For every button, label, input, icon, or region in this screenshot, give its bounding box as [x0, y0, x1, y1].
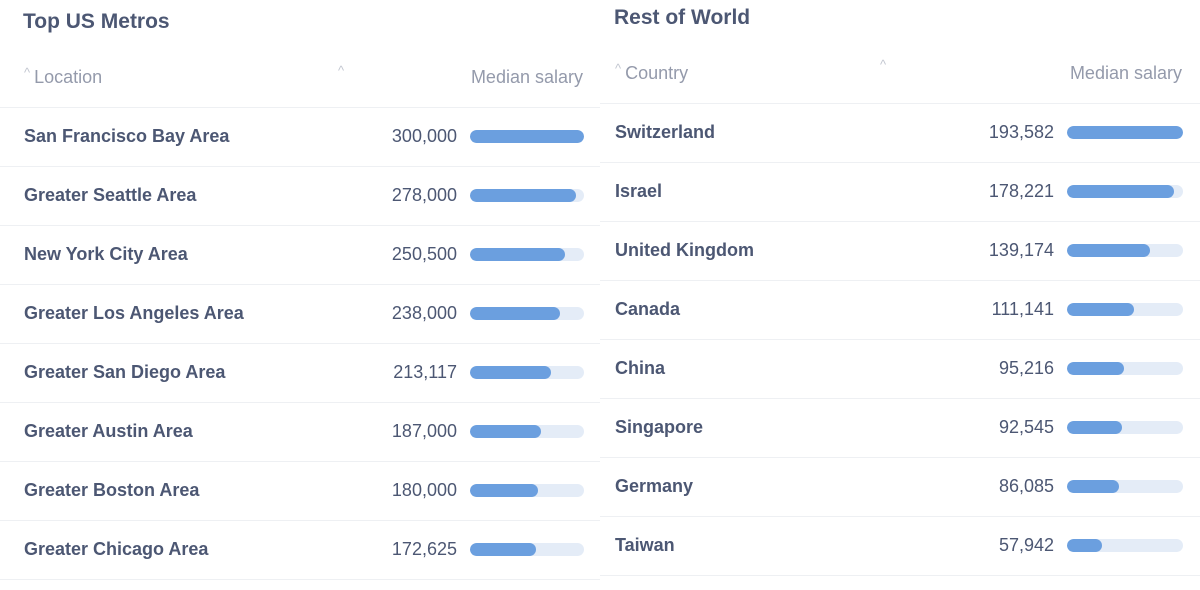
- row-name: Canada: [615, 299, 681, 319]
- sort-caret-icon: ^: [615, 61, 622, 76]
- salary-bar: [470, 130, 584, 143]
- row-value: 92,545: [998, 417, 1054, 437]
- salary-bar: [470, 366, 551, 379]
- table-row[interactable]: Switzerland 193,582: [600, 104, 1200, 163]
- row-value: 238,000: [391, 303, 457, 323]
- table-row[interactable]: Greater San Diego Area 213,117: [0, 344, 600, 403]
- column-header-label: Country: [625, 63, 689, 83]
- table-row[interactable]: Germany 86,085: [600, 458, 1200, 517]
- salary-bar: [1067, 539, 1102, 552]
- row-value: 57,942: [998, 535, 1054, 555]
- salary-bar: [1067, 421, 1123, 434]
- salary-bar-track: [1067, 303, 1183, 316]
- row-value: 278,000: [391, 185, 457, 205]
- salary-bar-track: [1067, 421, 1183, 434]
- column-header-label: Location: [34, 67, 103, 87]
- salary-bar-track: [1067, 185, 1183, 198]
- salary-bar-track: [470, 484, 584, 497]
- column-header-median-salary[interactable]: Median salary: [1070, 63, 1182, 84]
- sort-caret-icon[interactable]: ^: [338, 63, 345, 78]
- table-body: San Francisco Bay Area 300,000 Greater Sea…: [0, 107, 600, 580]
- table-row[interactable]: San Francisco Bay Area 300,000: [0, 108, 600, 167]
- row-value: 86,085: [998, 476, 1054, 496]
- panel-title: Rest of World: [614, 6, 751, 29]
- salary-bar-track: [470, 248, 584, 261]
- salary-bar-track: [1067, 480, 1183, 493]
- row-value: 187,000: [391, 421, 457, 441]
- row-value: 180,000: [391, 480, 457, 500]
- row-value: 139,174: [988, 240, 1054, 260]
- row-name: Switzerland: [615, 122, 716, 142]
- table-row[interactable]: Greater Seattle Area 278,000: [0, 167, 600, 226]
- row-value: 111,141: [991, 299, 1054, 319]
- row-name: United Kingdom: [615, 240, 754, 260]
- salary-bar: [470, 307, 561, 320]
- table-row[interactable]: Greater Austin Area 187,000: [0, 403, 600, 462]
- salary-bar: [1067, 244, 1151, 257]
- salary-bar-track: [1067, 244, 1183, 257]
- row-name: Greater Austin Area: [24, 421, 193, 441]
- salary-bar: [1067, 126, 1183, 139]
- row-name: Greater Los Angeles Area: [24, 303, 244, 323]
- row-value: 250,500: [391, 244, 457, 264]
- row-name: China: [615, 358, 666, 378]
- row-value: 95,216: [998, 358, 1054, 378]
- table-row[interactable]: Canada 111,141: [600, 281, 1200, 340]
- row-name: Greater San Diego Area: [24, 362, 226, 382]
- row-name: New York City Area: [24, 244, 188, 264]
- column-header-label: Median salary: [470, 67, 583, 87]
- table-row[interactable]: Singapore 92,545: [600, 399, 1200, 458]
- column-header-label: Median salary: [1069, 63, 1182, 83]
- row-value: 172,625: [391, 539, 457, 559]
- row-name: Greater Chicago Area: [24, 539, 209, 559]
- salary-bar: [1067, 185, 1174, 198]
- table-row[interactable]: New York City Area 250,500: [0, 226, 600, 285]
- salary-bar: [470, 543, 536, 556]
- salary-bar-track: [470, 307, 584, 320]
- table-row[interactable]: United Kingdom 139,174: [600, 222, 1200, 281]
- table-header: ^ Country ^ Median salary: [600, 57, 1200, 89]
- salary-bar-track: [1067, 362, 1183, 375]
- row-name: Taiwan: [615, 535, 675, 555]
- salary-bar-track: [470, 130, 584, 143]
- column-header-median-salary[interactable]: Median salary: [471, 67, 583, 88]
- salary-bar: [1067, 362, 1125, 375]
- sort-caret-icon: ^: [24, 65, 31, 80]
- column-header-country[interactable]: ^ Country: [615, 61, 689, 84]
- row-value: 178,221: [988, 181, 1054, 201]
- sort-caret-icon[interactable]: ^: [880, 57, 887, 72]
- row-name: Germany: [615, 476, 694, 496]
- salary-bar-track: [470, 425, 584, 438]
- row-name: San Francisco Bay Area: [24, 126, 230, 146]
- table-row[interactable]: Taiwan 57,942: [600, 517, 1200, 576]
- salary-bar: [470, 189, 576, 202]
- panel-title: Top US Metros: [23, 10, 170, 33]
- row-value: 213,117: [393, 362, 457, 382]
- salary-bar: [1067, 303, 1134, 316]
- row-name: Israel: [615, 181, 663, 201]
- salary-bar: [470, 425, 542, 438]
- table-row[interactable]: China 95,216: [600, 340, 1200, 399]
- salary-bar-track: [470, 189, 584, 202]
- salary-bar-track: [1067, 126, 1183, 139]
- salary-bar-track: [470, 543, 584, 556]
- table-row[interactable]: Greater Boston Area 180,000: [0, 462, 600, 521]
- table-header: ^ Location ^ Median salary: [0, 63, 600, 93]
- row-name: Singapore: [615, 417, 704, 437]
- table-row[interactable]: Greater Chicago Area 172,625: [0, 521, 600, 580]
- row-value: 193,582: [988, 122, 1054, 142]
- salary-bar: [1067, 480, 1119, 493]
- salary-bar: [470, 248, 566, 261]
- table-row[interactable]: Greater Los Angeles Area 238,000: [0, 285, 600, 344]
- salary-bar-track: [470, 366, 584, 379]
- salary-bar: [470, 484, 539, 497]
- row-name: Greater Seattle Area: [24, 185, 197, 205]
- row-name: Greater Boston Area: [24, 480, 200, 500]
- table-row[interactable]: Israel 178,221: [600, 163, 1200, 222]
- row-value: 300,000: [391, 126, 457, 146]
- table-body: Switzerland 193,582 Israel 178,221 United Ki…: [600, 103, 1200, 576]
- column-header-location[interactable]: ^ Location: [24, 65, 103, 88]
- salary-bar-track: [1067, 539, 1183, 552]
